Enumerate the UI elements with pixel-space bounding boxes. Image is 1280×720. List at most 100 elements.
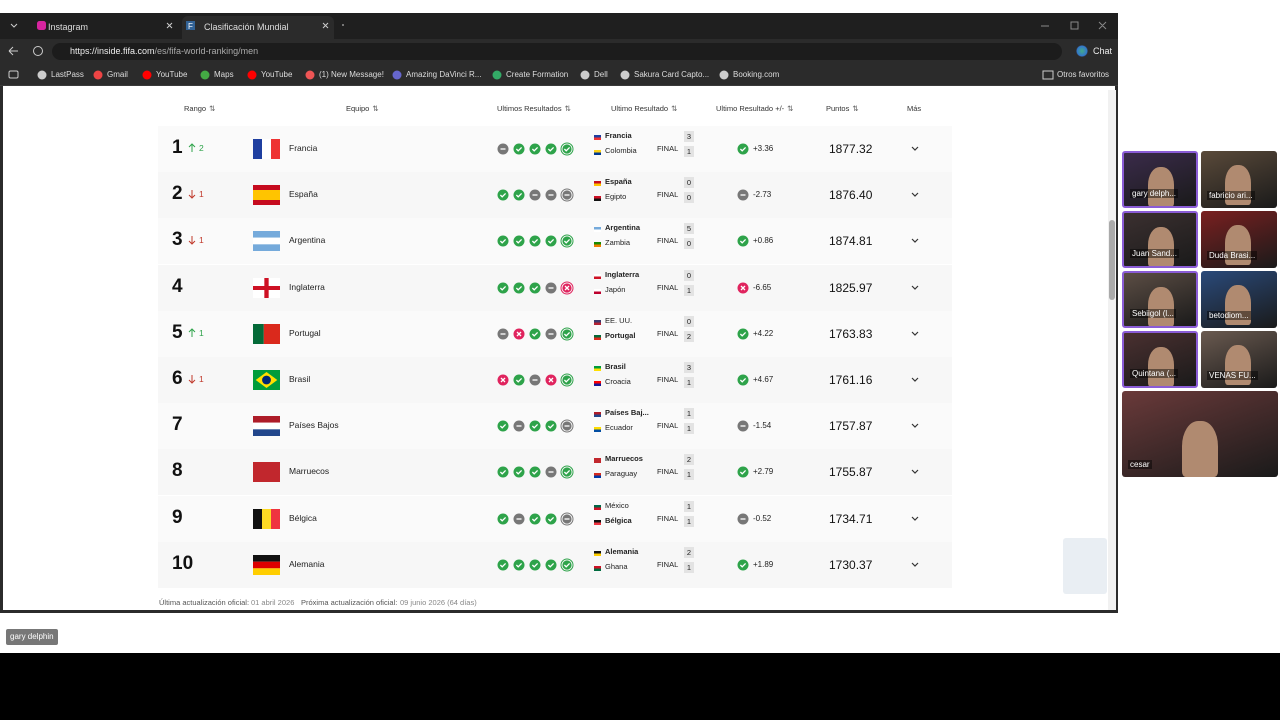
result-glyph [499, 193, 507, 198]
result-icon [497, 466, 509, 478]
move-by: 1 [199, 327, 204, 338]
expand-chevron[interactable] [911, 331, 919, 336]
footer-text: Próxima actualización oficial: [301, 598, 398, 607]
column-header[interactable]: Ultimo Resultado ⇅ [611, 104, 678, 113]
result-icon [513, 282, 525, 294]
url-field[interactable]: https://inside.fifa.com/es/fifa-world-ra… [52, 43, 1062, 60]
mini-flag [594, 276, 601, 279]
expand-chevron[interactable] [911, 423, 919, 429]
expand-chevron[interactable] [911, 192, 919, 198]
result-glyph [515, 470, 523, 476]
tab-icons: F [10, 21, 344, 31]
bookmark-icon [620, 70, 630, 80]
result-ring [560, 234, 574, 248]
mini-flag [594, 368, 601, 371]
result-icon [737, 559, 749, 571]
points-diff: +2.79 [753, 467, 774, 477]
points-diff: +3.36 [753, 144, 774, 153]
result-icon [529, 513, 541, 525]
bookmark[interactable]: (1) New Message! [319, 70, 384, 79]
result-icon [513, 235, 525, 247]
result-icon [497, 189, 509, 201]
result-glyph [564, 285, 570, 291]
participant-tile: Duda Brasi... [1201, 211, 1277, 268]
chat-button[interactable]: Chat [1075, 44, 1113, 59]
expand-chevron[interactable] [911, 146, 919, 151]
move-by: 1 [199, 235, 204, 246]
match-team: Ghana [605, 561, 628, 571]
sort-icon: ⇅ [564, 104, 571, 113]
scrollbar [1108, 90, 1116, 610]
bookmark[interactable]: Booking.com [733, 70, 780, 79]
mini-flag [594, 522, 601, 525]
column-header[interactable]: Ultimo Resultado +/- ⇅ [716, 104, 794, 113]
score: 1 [686, 285, 692, 295]
column-header[interactable]: Puntos ⇅ [826, 104, 859, 113]
match-team: Brasil [605, 362, 626, 371]
result-glyph [531, 146, 539, 152]
match-team: Bélgica [605, 515, 632, 525]
rank: 9 [172, 506, 183, 528]
expand-chevron[interactable] [911, 562, 919, 567]
bookmark[interactable]: Maps [214, 70, 234, 79]
row-graphics [253, 269, 919, 298]
team-name: Bélgica [289, 512, 317, 523]
result-ring [560, 142, 574, 156]
sort-icon: ⇅ [787, 104, 794, 113]
result-glyph [563, 331, 571, 337]
person [1182, 421, 1218, 477]
move-by: 1 [199, 189, 204, 200]
url-path: /es/fifa-world-ranking/men [154, 46, 259, 56]
match-team: Egipto [605, 192, 627, 202]
result-glyph [548, 377, 554, 383]
result-icon [529, 143, 541, 155]
bookmark[interactable]: LastPass [51, 70, 84, 79]
ranking-row: 7 Países Bajos Países Baj... 1 Ecuador 1 FINAL… [158, 403, 952, 450]
participant-name: gary delph... [1130, 189, 1179, 198]
rank: 6 [172, 368, 183, 389]
ranking-row: 8 Marruecos Marruecos 2 Paraguay 1 FINAL +2.79 1… [158, 449, 952, 496]
expand-chevron[interactable] [911, 238, 919, 244]
score-box [684, 284, 694, 296]
bookmark[interactable]: Gmail [107, 70, 128, 79]
points: 1763.83 [829, 326, 873, 341]
result-icon [513, 189, 525, 201]
mini-flag [594, 553, 601, 556]
bookmark-icon [305, 70, 315, 80]
expand-chevron[interactable] [911, 516, 919, 521]
bookmark[interactable]: Create Formation [506, 70, 569, 79]
tab[interactable]: Instagram [26, 16, 178, 39]
match-status: FINAL [657, 467, 679, 477]
row-graphics [188, 177, 919, 206]
result-glyph [531, 424, 539, 429]
score-box [684, 454, 694, 466]
rank: 1 [172, 137, 183, 158]
column-header[interactable]: Rango ⇅ [184, 104, 216, 113]
result-ring [560, 465, 574, 479]
participant-name: VENAS FU... [1207, 371, 1258, 380]
bookmark[interactable]: Sakura Card Capto... [634, 70, 710, 79]
points: 1755.87 [829, 465, 873, 480]
column-header[interactable]: Ultimos Resultados ⇅ [497, 104, 571, 113]
scroll-top-button[interactable] [1063, 538, 1107, 594]
result-icon [513, 143, 525, 155]
expand-chevron[interactable] [911, 469, 919, 475]
points: 1734.71 [829, 511, 873, 526]
column-header[interactable]: Equipo ⇅ [346, 104, 379, 113]
expand-chevron[interactable] [911, 285, 919, 290]
expand-chevron[interactable] [911, 377, 919, 382]
bookmark[interactable]: Dell [594, 70, 608, 79]
points-diff: -1.54 [753, 421, 772, 431]
result-glyph [531, 239, 539, 245]
score-box [684, 500, 694, 512]
bookmark[interactable]: YouTube [261, 70, 293, 79]
result-ring [560, 188, 574, 202]
result-icon [737, 143, 749, 155]
mini-flag [594, 412, 601, 415]
mini-flag [594, 137, 601, 140]
bookmark[interactable]: Amazing DaVinci R... [406, 70, 482, 79]
points: 1761.16 [829, 373, 873, 387]
bookmark[interactable]: YouTube [156, 70, 188, 79]
person [1225, 285, 1251, 325]
